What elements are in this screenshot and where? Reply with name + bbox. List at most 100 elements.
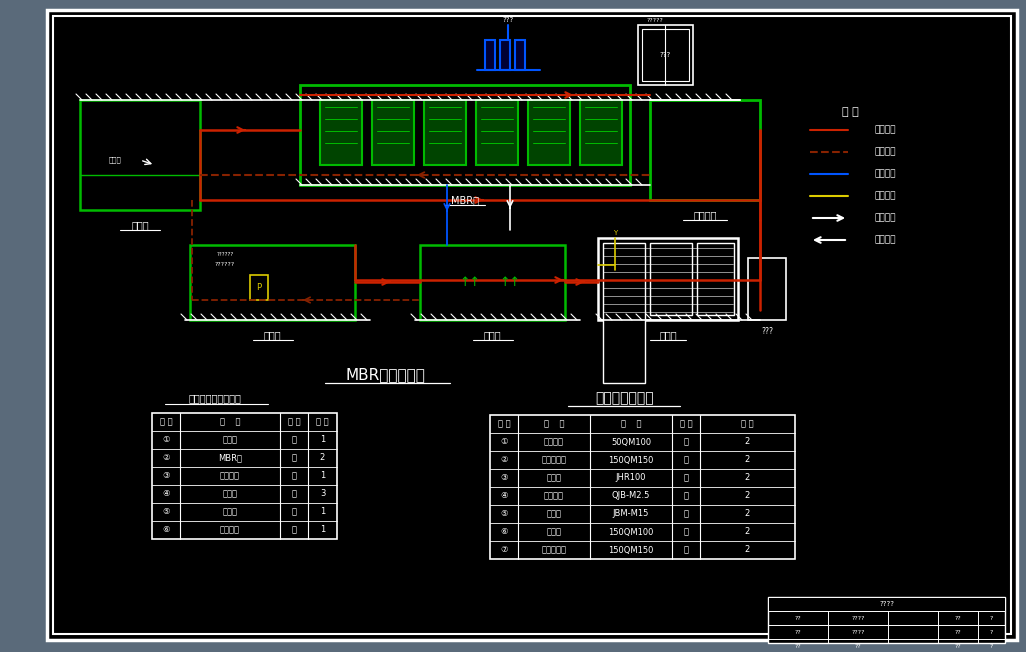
Text: 集水井: 集水井 — [131, 220, 149, 230]
Text: 2: 2 — [745, 492, 750, 501]
Text: 个: 个 — [291, 436, 297, 445]
Text: P: P — [256, 282, 262, 291]
Bar — [372, 100, 415, 165]
Text: ?: ? — [989, 629, 993, 634]
Text: 座: 座 — [291, 471, 297, 481]
Text: ④: ④ — [162, 490, 169, 499]
Bar — [603, 243, 645, 383]
Text: JHR100: JHR100 — [616, 473, 646, 482]
Text: 进水方向: 进水方向 — [874, 235, 896, 244]
Text: 50QM100: 50QM100 — [610, 437, 652, 447]
Text: ②: ② — [501, 456, 508, 464]
Text: MBR池: MBR池 — [218, 454, 242, 462]
Text: 台: 台 — [683, 473, 688, 482]
Bar — [424, 100, 466, 165]
Bar — [320, 100, 362, 165]
Text: ??: ?? — [794, 615, 801, 621]
Text: 名    称: 名 称 — [544, 419, 564, 428]
Text: 污泥泵: 污泥泵 — [547, 527, 561, 537]
Bar — [250, 275, 268, 300]
Text: 单 位: 单 位 — [679, 419, 693, 428]
Text: 中间水池: 中间水池 — [220, 471, 240, 481]
Text: ③: ③ — [501, 473, 508, 482]
Text: 2: 2 — [745, 527, 750, 537]
Text: 3: 3 — [320, 490, 325, 499]
Text: 构筑物、设备统计表: 构筑物、设备统计表 — [189, 393, 241, 403]
Text: ??: ?? — [954, 629, 961, 634]
Bar — [190, 245, 355, 320]
Text: 台: 台 — [683, 527, 688, 537]
Text: 集水井: 集水井 — [223, 436, 237, 445]
Text: ???: ??? — [761, 327, 773, 336]
Text: ②: ② — [162, 454, 169, 462]
Text: ??????: ?????? — [214, 263, 235, 267]
Text: 2: 2 — [745, 546, 750, 554]
Text: ↑↑: ↑↑ — [460, 276, 480, 289]
Text: 出水方向: 出水方向 — [874, 213, 896, 222]
Text: 真空泵: 真空泵 — [547, 473, 561, 482]
Text: 清水池: 清水池 — [223, 507, 237, 516]
Text: ??: ?? — [954, 615, 961, 621]
Bar — [500, 40, 510, 70]
Bar — [768, 597, 1005, 611]
Text: 150QM150: 150QM150 — [608, 546, 654, 554]
Text: 台: 台 — [683, 492, 688, 501]
Text: 2: 2 — [320, 454, 325, 462]
Bar — [580, 100, 622, 165]
Text: ⑥: ⑥ — [162, 526, 169, 535]
Bar — [697, 243, 734, 315]
Bar — [515, 40, 525, 70]
Text: 加药管线: 加药管线 — [874, 192, 896, 201]
Text: 主要设备一览表: 主要设备一览表 — [596, 391, 655, 405]
Text: ??: ?? — [855, 644, 862, 649]
Text: 1: 1 — [320, 471, 325, 481]
Text: JBM-M15: JBM-M15 — [613, 509, 649, 518]
Text: 台: 台 — [683, 437, 688, 447]
Text: 台: 台 — [683, 546, 688, 554]
Text: 1: 1 — [320, 507, 325, 516]
Text: 150QM150: 150QM150 — [608, 456, 654, 464]
Bar — [485, 40, 495, 70]
Text: 编 号: 编 号 — [160, 417, 172, 426]
Text: QJB-M2.5: QJB-M2.5 — [611, 492, 650, 501]
Text: 座: 座 — [291, 454, 297, 462]
Text: ?: ? — [989, 644, 993, 649]
Bar — [528, 100, 570, 165]
Bar — [638, 25, 693, 85]
Text: 过滤池: 过滤池 — [659, 330, 677, 340]
Text: ?????: ????? — [646, 18, 664, 23]
Text: ????: ???? — [852, 629, 865, 634]
Text: 150QM100: 150QM100 — [608, 527, 654, 537]
Text: 台: 台 — [683, 509, 688, 518]
Text: ①: ① — [501, 437, 508, 447]
Text: 污水泵: 污水泵 — [109, 156, 121, 163]
Text: 1: 1 — [320, 436, 325, 445]
Text: ???: ??? — [660, 52, 671, 58]
Text: 图 例: 图 例 — [841, 107, 859, 117]
Text: ?: ? — [989, 615, 993, 621]
Text: ????: ???? — [852, 615, 865, 621]
Text: ⑤: ⑤ — [162, 507, 169, 516]
Bar — [768, 597, 1005, 643]
Text: ④: ④ — [501, 492, 508, 501]
Text: 型    号: 型 号 — [621, 419, 641, 428]
Text: 计量泵: 计量泵 — [547, 509, 561, 518]
Text: 编 号: 编 号 — [498, 419, 510, 428]
Text: 单 位: 单 位 — [287, 417, 301, 426]
Text: 数 量: 数 量 — [316, 417, 328, 426]
Bar — [152, 413, 337, 539]
Text: ??: ?? — [794, 644, 801, 649]
Text: ???: ??? — [503, 17, 514, 23]
Bar — [300, 85, 630, 185]
Bar — [650, 100, 760, 200]
Text: 名    称: 名 称 — [220, 417, 240, 426]
Text: ????: ???? — [879, 601, 894, 607]
Text: ①: ① — [162, 436, 169, 445]
Bar — [490, 415, 795, 559]
Text: 数 量: 数 量 — [741, 419, 754, 428]
Text: 2: 2 — [745, 473, 750, 482]
Text: 过滤池: 过滤池 — [223, 490, 237, 499]
Text: 空气管线: 空气管线 — [874, 170, 896, 179]
Text: ↑↑: ↑↑ — [500, 276, 520, 289]
Text: 沉淀池: 沉淀池 — [264, 330, 281, 340]
